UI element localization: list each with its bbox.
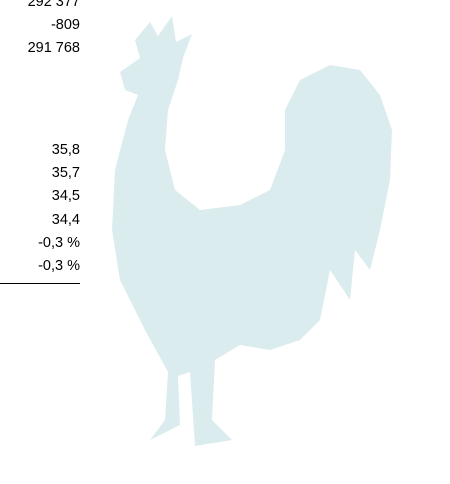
underline xyxy=(0,283,80,284)
number-cell: 292 377 xyxy=(27,0,80,10)
number-cell: 35,8 xyxy=(51,142,80,158)
number-cell: -0,3 % xyxy=(38,258,80,274)
number-cell: -0,3 % xyxy=(38,234,80,251)
number-cell: 34,4 xyxy=(51,211,80,228)
number-cell: 35,7 xyxy=(51,165,80,182)
number-cell: 291 768 xyxy=(27,40,80,56)
number-cell: 34,5 xyxy=(51,188,80,205)
number-cell: -809 xyxy=(50,17,80,33)
